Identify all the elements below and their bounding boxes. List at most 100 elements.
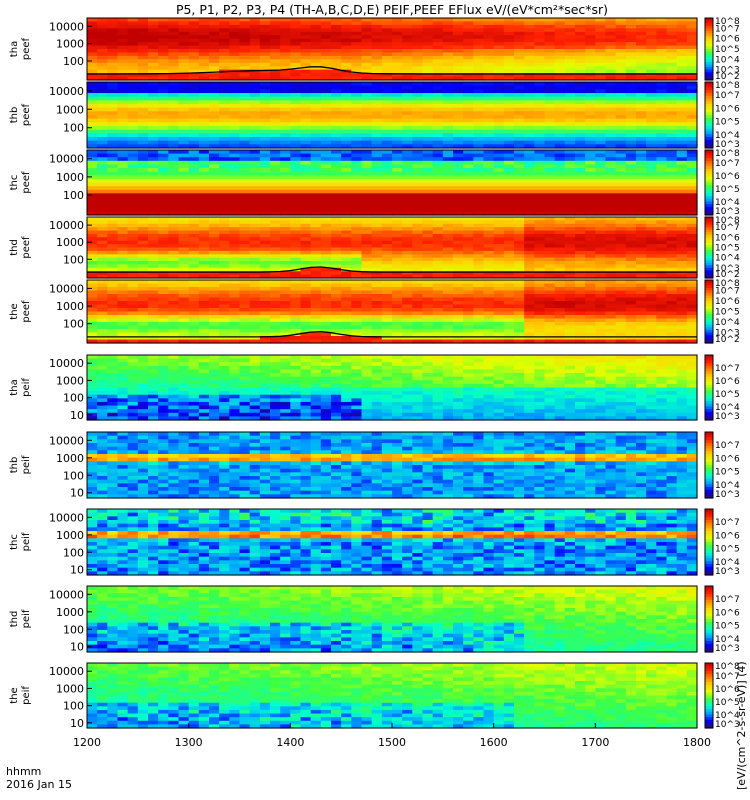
y-tick-label: 10000 (49, 153, 84, 166)
spectrogram-cell (117, 200, 129, 205)
spectrogram-cell (381, 21, 393, 26)
spectrogram-cell (564, 264, 576, 269)
spectrogram-cell (392, 157, 403, 162)
spectrogram-cell (219, 318, 230, 323)
spectrogram-cell (178, 220, 190, 225)
spectrogram-cell (320, 290, 332, 295)
spectrogram-cell (219, 329, 230, 334)
spectrogram-cell (249, 73, 261, 78)
spectrogram-cell (534, 24, 546, 29)
spectrogram-cell (300, 137, 312, 142)
spectrogram-cell (453, 196, 464, 202)
spectrogram-cell (239, 283, 251, 288)
spectrogram-cell (575, 182, 586, 187)
spectrogram-cell (310, 308, 322, 313)
spectrogram-cell (514, 153, 525, 158)
spectrogram-cell (117, 240, 129, 245)
spectrogram-cell (534, 82, 546, 87)
spectrogram-cell (503, 85, 515, 90)
spectrogram-cell (107, 304, 119, 309)
spectrogram-cell (148, 261, 159, 266)
spectrogram-cell (361, 271, 373, 276)
y-tick-label: 1000 (56, 171, 84, 184)
spectrogram-cell (137, 126, 149, 131)
spectrogram-cell (87, 287, 98, 292)
spectrogram-cell (412, 247, 424, 252)
spectrogram-cell (239, 171, 251, 176)
spectrogram-cell (371, 118, 383, 123)
spectrogram-cell (219, 59, 230, 64)
spectrogram-cell (320, 207, 332, 212)
spectrogram-cell (524, 111, 535, 116)
spectrogram-cell (381, 59, 393, 64)
spectrogram-cell (595, 178, 607, 184)
spectrogram-cell (320, 100, 332, 105)
spectrogram-cell (575, 96, 586, 101)
spectrogram-cell (158, 217, 169, 221)
spectrogram-cell (534, 240, 546, 245)
spectrogram-cell (503, 96, 515, 101)
spectrogram-cell (371, 211, 383, 216)
spectrogram-cell (656, 28, 668, 33)
spectrogram-cell (585, 233, 596, 238)
spectrogram-cell (280, 21, 291, 26)
spectrogram-cell (361, 42, 373, 47)
spectrogram-cell (666, 157, 678, 162)
spectrogram-cell (432, 126, 444, 131)
spectrogram-cell (87, 89, 98, 94)
spectrogram-cell (432, 150, 444, 155)
spectrogram-cell (534, 153, 546, 158)
spectrogram-cell (280, 325, 291, 330)
spectrogram-cell (87, 329, 98, 334)
spectrogram-cell (351, 211, 363, 216)
spectrogram-cell (493, 126, 505, 131)
spectrogram-cell (188, 297, 200, 302)
spectrogram-cell (249, 104, 261, 109)
spectrogram-cell (412, 204, 424, 209)
spectrogram-cell (249, 329, 261, 334)
spectrogram-cell (595, 111, 607, 116)
spectrogram-cell (270, 329, 281, 334)
spectrogram-cell (564, 230, 576, 235)
spectrogram-cell (585, 96, 596, 101)
spectrogram-cell (107, 35, 119, 40)
spectrogram-cell (219, 244, 230, 249)
spectrogram-cell (117, 220, 129, 225)
spectrogram-cell (493, 82, 505, 87)
spectrogram-cell (473, 89, 485, 94)
spectrogram-cell (168, 182, 180, 187)
spectrogram-cell (209, 104, 220, 109)
spectrogram-cell (270, 318, 281, 323)
spectrogram-cell (422, 237, 434, 242)
spectrogram-cell (219, 217, 230, 221)
spectrogram-cell (676, 264, 688, 269)
spectrogram-cell (87, 196, 98, 202)
spectrogram-cell (259, 66, 271, 71)
spectrogram-cell (605, 137, 617, 142)
spectrogram-cell (615, 115, 627, 120)
spectrogram-cell (158, 318, 169, 323)
spectrogram-cell (666, 122, 678, 127)
spectrogram-cell (605, 227, 617, 232)
spectrogram-cell (473, 144, 485, 149)
spectrogram-cell (351, 304, 363, 309)
spectrogram-cell (483, 150, 495, 155)
spectrogram-cell (503, 62, 515, 67)
spectrogram-cell (524, 96, 535, 101)
spectrogram-cell (554, 111, 566, 116)
spectrogram-cell (564, 274, 576, 279)
spectrogram-cell (686, 261, 698, 266)
spectrogram-cell (514, 261, 525, 266)
spectrogram-cell (666, 104, 678, 109)
colorbar-step (705, 265, 713, 269)
spectrogram-cell (290, 329, 302, 334)
spectrogram-cell (381, 66, 393, 71)
spectrogram-cell (361, 52, 373, 57)
spectrogram-cell (229, 322, 241, 327)
spectrogram-cell (402, 126, 413, 131)
spectrogram-cell (585, 244, 596, 249)
spectrogram-cell (239, 315, 251, 320)
spectrogram-cell (646, 254, 657, 259)
spectrogram-cell (585, 274, 596, 279)
spectrogram-cell (666, 193, 678, 198)
